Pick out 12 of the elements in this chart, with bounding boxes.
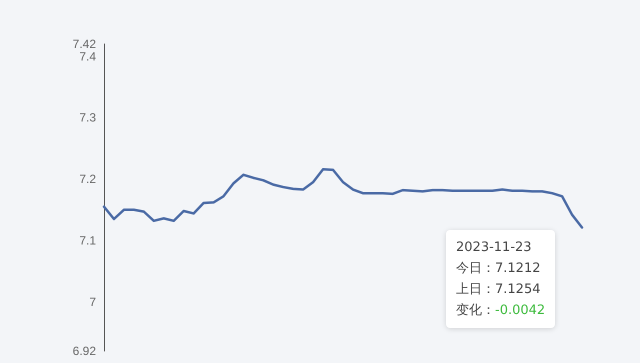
y-tick-label: 6.92 <box>72 344 96 358</box>
annotation: 今日：7.1212 <box>456 260 542 278</box>
y-tick-label: 7 <box>89 294 96 309</box>
y-tick-label: 7.42 <box>72 37 96 51</box>
annotation: 上日：7.1254 <box>456 281 542 299</box>
y-tick-label: 7.2 <box>79 172 96 186</box>
annotation: 2023-11-23 <box>456 239 533 257</box>
y-tick-label: 7.3 <box>79 110 96 125</box>
annotation: 变化：-0.0042 <box>456 302 546 320</box>
y-tick-label: 7.4 <box>79 49 96 64</box>
y-tick-label: 7.1 <box>79 233 96 248</box>
line-series <box>102 168 584 229</box>
